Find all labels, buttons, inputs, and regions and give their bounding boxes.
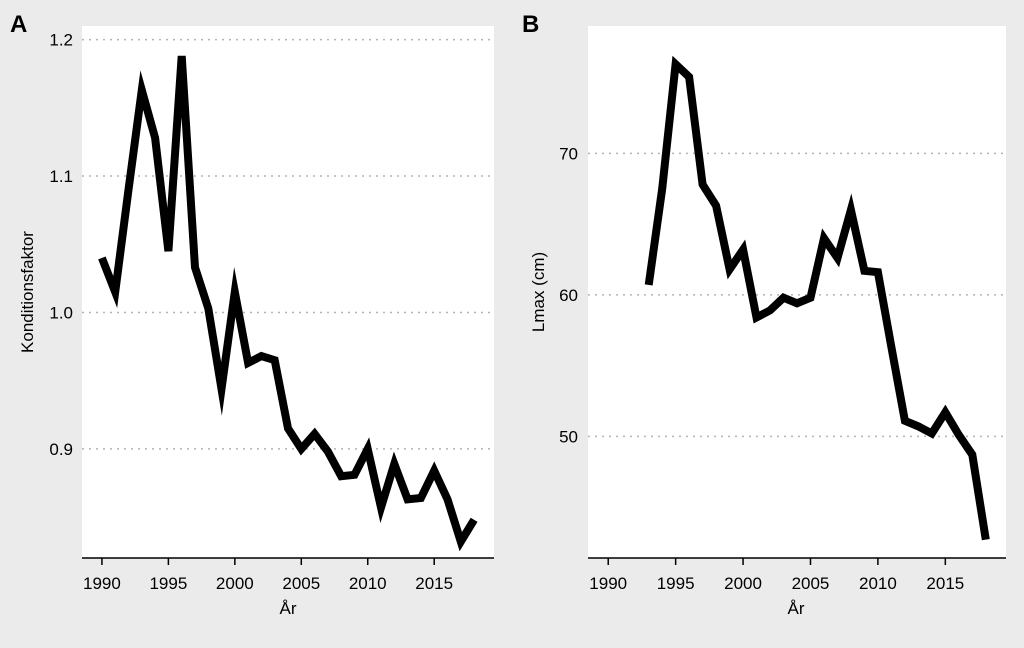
panel-a-y-tick-label: 1.1 bbox=[49, 167, 73, 186]
panel-b-x-ticks: 1990 1995 2000 2005 2010 2015 bbox=[589, 558, 964, 593]
panel-a-x-tick-label: 1995 bbox=[149, 574, 187, 593]
panel-b-x-tick-label: 2010 bbox=[859, 574, 897, 593]
panel-a-y-ticks: 0.9 1.0 1.1 1.2 bbox=[49, 31, 73, 459]
panel-b-x-tick-label: 1990 bbox=[589, 574, 627, 593]
panel-a-letter: A bbox=[10, 11, 27, 38]
panel-a-x-tick-label: 2000 bbox=[216, 574, 254, 593]
panel-b-x-tick-label: 1995 bbox=[657, 574, 695, 593]
panel-b-y-tick-label: 60 bbox=[559, 286, 578, 305]
panel-a-y-tick-label: 1.0 bbox=[49, 303, 73, 322]
panel-b-series-line bbox=[644, 55, 990, 541]
panel-a-x-axis-label: År bbox=[280, 599, 297, 618]
panel-b-y-tick-label: 50 bbox=[559, 427, 578, 446]
panel-b-x-tick-label: 2000 bbox=[724, 574, 762, 593]
panel-a-y-tick-label: 0.9 bbox=[49, 440, 73, 459]
panel-a-y-tick-label: 1.2 bbox=[49, 31, 73, 50]
panel-b-x-tick-label: 2015 bbox=[926, 574, 964, 593]
panel-a: A 0.91.01.11.2 1990 1995 2000 2005 2010 2015 … bbox=[10, 11, 494, 618]
panel-b-y-tick-label: 70 bbox=[559, 144, 578, 163]
panel-b-x-tick-label: 2005 bbox=[792, 574, 830, 593]
panel-a-series-line bbox=[98, 55, 478, 552]
panel-a-x-ticks: 1990 1995 2000 2005 2010 2015 bbox=[83, 558, 453, 593]
panel-b-letter: B bbox=[522, 11, 539, 38]
panel-a-x-tick-label: 2015 bbox=[415, 574, 453, 593]
panel-a-x-tick-label: 2010 bbox=[349, 574, 387, 593]
panel-b-plot-background bbox=[588, 26, 1006, 558]
panel-b-y-ticks: 50 60 70 bbox=[559, 144, 578, 446]
panel-b-x-axis-label: År bbox=[788, 599, 805, 618]
panel-b-y-axis-label: Lmax (cm) bbox=[529, 252, 548, 332]
panel-a-x-tick-label: 1990 bbox=[83, 574, 121, 593]
panel-b: B 50 60 70 1990 1995 2000 2005 2010 2015 År Lma… bbox=[522, 11, 1006, 618]
panel-a-gridlines bbox=[82, 38, 494, 450]
panel-a-x-tick-label: 2005 bbox=[282, 574, 320, 593]
panel-a-y-axis-label: Konditionsfaktor bbox=[18, 231, 37, 353]
